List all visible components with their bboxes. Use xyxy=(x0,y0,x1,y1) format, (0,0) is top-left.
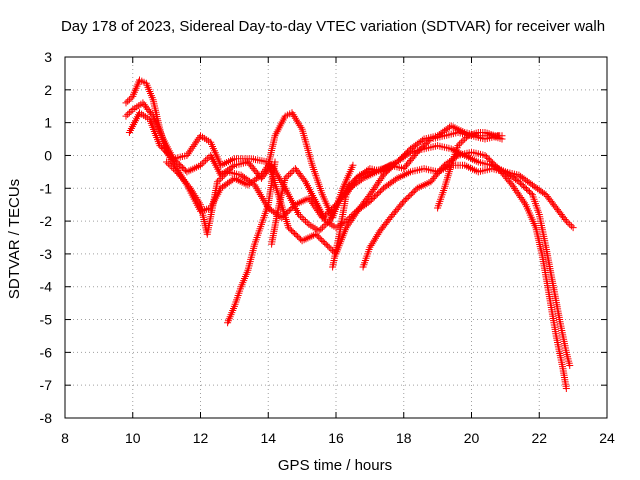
y-tick-label: -4 xyxy=(40,279,53,295)
x-tick-label: 14 xyxy=(260,430,276,446)
y-axis-label: SDTVAR / TECUs xyxy=(6,179,23,299)
x-tick-label: 22 xyxy=(531,430,547,446)
series-markers xyxy=(434,129,506,212)
x-tick-label: 24 xyxy=(599,430,615,446)
y-tick-label: -1 xyxy=(40,180,53,196)
series-trace-9 xyxy=(434,129,506,212)
series-trace-5 xyxy=(224,158,279,327)
x-tick-label: 18 xyxy=(396,430,412,446)
series-markers xyxy=(224,158,279,327)
y-tick-label: -7 xyxy=(40,377,53,393)
plot-area xyxy=(122,76,577,392)
series-markers xyxy=(329,142,574,369)
y-tick-label: -8 xyxy=(40,410,53,426)
y-tick-label: 1 xyxy=(44,115,52,131)
chart-title: Day 178 of 2023, Sidereal Day-to-day VTE… xyxy=(61,18,605,35)
x-tick-label: 20 xyxy=(464,430,480,446)
series-markers xyxy=(122,99,401,235)
plot-frame xyxy=(64,56,608,419)
y-tick-label: -6 xyxy=(40,344,53,360)
series-trace-7 xyxy=(329,142,574,369)
series-trace-1 xyxy=(122,76,357,222)
y-tick-label: 3 xyxy=(44,49,52,65)
y-tick-label: -5 xyxy=(40,312,53,328)
x-tick-label: 10 xyxy=(125,430,141,446)
series-markers xyxy=(122,76,357,222)
series-trace-2 xyxy=(122,99,401,235)
series-trace-8 xyxy=(359,148,570,392)
x-axis-label: GPS time / hours xyxy=(278,457,392,474)
y-tick-label: 0 xyxy=(44,147,52,163)
grid xyxy=(65,57,607,418)
y-tick-label: 2 xyxy=(44,82,52,98)
y-tick-label: -3 xyxy=(40,246,53,262)
y-tick-label: -2 xyxy=(40,213,53,229)
x-tick-label: 12 xyxy=(193,430,209,446)
x-tick-label: 8 xyxy=(61,430,69,446)
x-tick-label: 16 xyxy=(328,430,344,446)
series-markers xyxy=(359,148,570,392)
